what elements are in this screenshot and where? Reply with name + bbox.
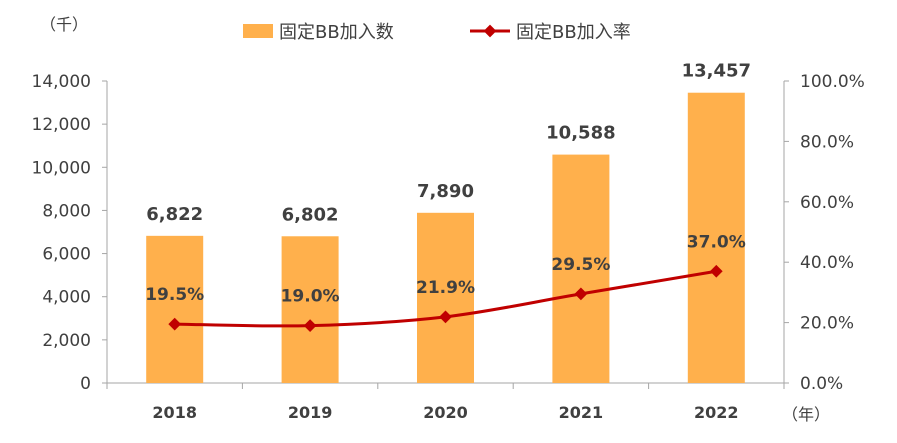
right-tick-label: 100.0% [800,72,865,92]
legend-bar-label: 固定BB加入数 [279,22,394,43]
left-tick-label: 14,000 [32,72,91,92]
left-tick-label: 2,000 [42,331,91,351]
left-tick-label: 10,000 [32,158,91,178]
right-tick-label: 40.0% [800,253,854,273]
legend-bar-swatch [243,24,273,38]
rate-value-label: 37.0% [687,232,746,252]
bar-value-label: 6,802 [282,204,339,225]
x-tick-label: 2018 [152,403,197,422]
x-tick-label: 2021 [559,403,604,422]
bar-value-label: 10,588 [546,123,615,144]
left-tick-label: 6,000 [42,245,91,265]
bar [146,235,204,383]
x-tick-label: 2022 [694,403,739,422]
rate-point [168,317,182,331]
right-tick-label: 0.0% [800,374,843,394]
right-tick-label: 80.0% [800,132,854,152]
rate-value-label: 19.0% [281,287,340,307]
left-axis-unit: （千） [40,15,88,34]
bar [552,154,610,383]
legend: 固定BB加入数 固定BB加入率 [243,22,631,43]
rate-point [439,310,452,324]
legend-line-label: 固定BB加入率 [516,22,631,43]
left-tick-label: 12,000 [32,115,91,135]
plot-area: 0 2,000 4,000 6,000 8,000 10,000 12,000 14,000 0… [32,61,865,422]
bar [417,212,474,383]
x-tick-label: 2019 [288,403,333,422]
rate-point [303,319,317,332]
bar-value-label: 6,822 [146,204,203,225]
x-axis-unit: （年） [782,405,830,424]
left-tick-label: 0 [80,374,91,394]
legend-line-marker [483,24,497,38]
bar-value-label: 13,457 [682,61,751,82]
rate-value-label: 29.5% [551,255,610,275]
right-tick-label: 20.0% [800,314,854,334]
rate-value-label: 19.5% [145,285,204,305]
left-tick-label: 8,000 [42,201,91,221]
left-tick-label: 4,000 [42,288,91,308]
bar [281,236,339,383]
right-tick-label: 60.0% [800,193,854,213]
rate-value-label: 21.9% [416,278,475,298]
x-tick-label: 2020 [423,403,468,422]
bar [687,92,745,383]
bar-value-label: 7,890 [417,181,474,202]
